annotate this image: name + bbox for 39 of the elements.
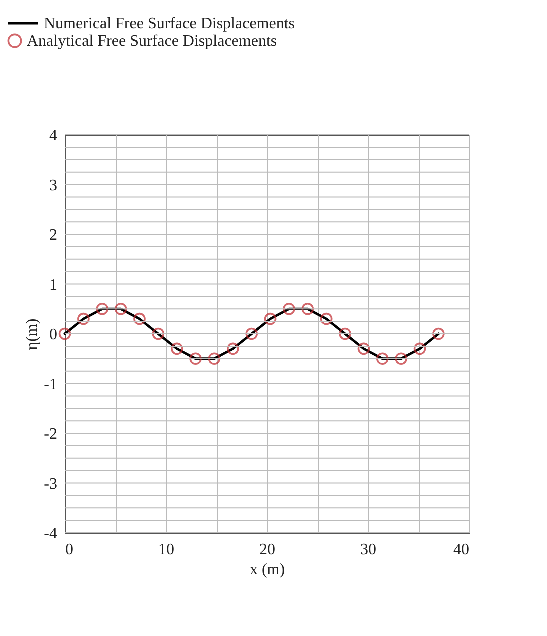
- y-tick-label: -4: [44, 526, 58, 542]
- y-tick-label: -1: [44, 376, 58, 394]
- point: [246, 328, 258, 340]
- point: [58, 328, 72, 340]
- point: [302, 302, 314, 316]
- point: [227, 342, 240, 356]
- point: [395, 352, 408, 366]
- point: [96, 302, 109, 316]
- y-tick-label: 2: [50, 227, 58, 244]
- point: [170, 342, 184, 356]
- point: [376, 352, 389, 366]
- point: [78, 312, 90, 326]
- x-tick-label: 40: [454, 542, 470, 558]
- x-tick-label: 30: [360, 542, 376, 558]
- y-axis-title: η(m): [24, 318, 42, 350]
- point: [339, 328, 352, 340]
- x-tick-label: 0: [66, 542, 74, 558]
- y-tick-label: -3: [44, 476, 58, 493]
- point: [190, 352, 202, 366]
- point: [134, 312, 146, 326]
- legend-label: Analytical Free Surface Displacements: [27, 33, 278, 50]
- point: [414, 342, 426, 356]
- x-tick-label: 20: [260, 542, 276, 558]
- point: [432, 328, 445, 340]
- x-axis-title: x (m): [250, 562, 286, 578]
- point: [358, 342, 370, 356]
- legend-label: Numerical Free Surface Displacements: [44, 16, 296, 32]
- y-tick-label: 4: [50, 128, 58, 144]
- y-tick-label: 3: [50, 177, 58, 194]
- point: [114, 302, 128, 316]
- y-tick-label: 1: [50, 276, 58, 294]
- y-tick-label: -2: [44, 426, 58, 443]
- point: [208, 352, 221, 366]
- point: [283, 302, 296, 316]
- y-tick-label: 0: [50, 326, 58, 344]
- point: [152, 328, 165, 340]
- point: [320, 312, 333, 326]
- point: [264, 312, 277, 326]
- x-tick-label: 10: [158, 542, 174, 558]
